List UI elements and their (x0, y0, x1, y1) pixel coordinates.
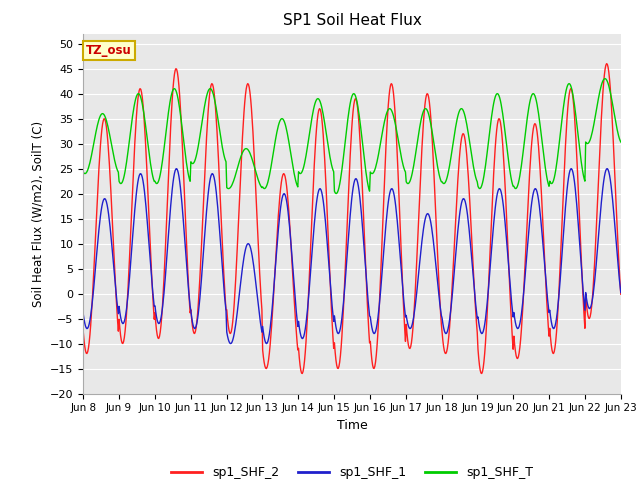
Title: SP1 Soil Heat Flux: SP1 Soil Heat Flux (283, 13, 421, 28)
Text: TZ_osu: TZ_osu (86, 44, 132, 58)
Legend: sp1_SHF_2, sp1_SHF_1, sp1_SHF_T: sp1_SHF_2, sp1_SHF_1, sp1_SHF_T (166, 461, 538, 480)
Y-axis label: Soil Heat Flux (W/m2), SoilT (C): Soil Heat Flux (W/m2), SoilT (C) (31, 120, 44, 307)
X-axis label: Time: Time (337, 419, 367, 432)
